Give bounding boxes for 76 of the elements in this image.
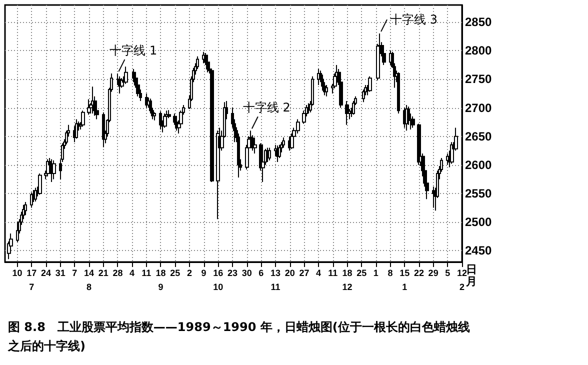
candlestick	[124, 66, 128, 84]
x-tick-label: 5	[445, 268, 450, 278]
candlestick	[163, 113, 167, 128]
x-tick-label: 11	[142, 268, 152, 278]
y-tick-label: 2850	[465, 15, 492, 30]
candlestick	[167, 110, 171, 119]
candlestick	[153, 112, 156, 121]
candlestick	[368, 76, 372, 92]
x-tick-label: 4	[316, 268, 322, 278]
candlestick	[102, 112, 105, 148]
x-tick-label: 18 9	[156, 268, 166, 292]
x-tick-label: 22	[414, 268, 424, 278]
x-tick-label: 29	[428, 268, 438, 278]
candlestick	[145, 93, 148, 108]
x-tick-label: 23	[227, 268, 238, 278]
x-tick-label: 20	[284, 268, 295, 278]
x-tick-label: 4	[130, 268, 135, 278]
y-tick-label: 2500	[465, 215, 492, 230]
x-tick-label: 31	[55, 268, 66, 278]
x-tick-label: 8	[388, 268, 393, 278]
annotation: 十字线 3	[390, 12, 438, 27]
x-tick-label: 11	[328, 268, 338, 278]
x-tick-label: 24	[40, 268, 51, 278]
x-tick-label: 14 8	[84, 268, 94, 292]
candlestick	[34, 187, 37, 202]
y-tick-label: 2650	[465, 129, 492, 144]
x-axis-title: 日月	[466, 263, 477, 288]
x-tick-label: 1	[373, 268, 378, 278]
candlestick	[24, 202, 27, 216]
candlestick	[345, 100, 349, 126]
x-tick-label: 13 11	[270, 268, 281, 292]
annotation: 十字线 2	[242, 100, 290, 115]
candlestick	[278, 144, 281, 159]
candlestick	[321, 74, 324, 92]
x-tick-label: 17 7	[26, 268, 37, 292]
x-tick-label: 16 10	[213, 268, 224, 292]
candlestick	[317, 68, 320, 86]
annotation: 十字线 1	[110, 44, 158, 58]
candlestick	[75, 118, 78, 140]
candlestick	[397, 72, 400, 114]
x-tick-label: 9	[201, 268, 206, 278]
candlestick	[282, 137, 285, 148]
candlestick	[362, 89, 365, 103]
y-tick-label: 2450	[465, 244, 492, 258]
candlestick	[38, 172, 42, 196]
candlestick	[52, 160, 56, 180]
y-tick-label: 2550	[465, 186, 492, 200]
candlestick	[268, 147, 271, 161]
text: 图 8.8 工业股票平均指数——1989～1990 年，日蜡烛图(位于一根长的白色蜡烛线之后的十字线)	[8, 319, 471, 355]
x-tick-label: 21	[98, 268, 108, 278]
x-tick-label: 27	[299, 268, 310, 278]
x-tick-label: 2	[186, 268, 192, 278]
candlestick	[411, 116, 415, 128]
candlestick	[352, 100, 355, 116]
x-tick-label: 7	[72, 268, 78, 278]
candlestick	[454, 127, 458, 152]
x-tick-label: 30	[242, 268, 252, 278]
y-tick-label: 2600	[465, 158, 492, 172]
candlestick	[16, 222, 19, 243]
x-tick-label: 28	[112, 268, 123, 278]
x-tick-label: 25	[170, 268, 180, 278]
x-tick-label: 25	[356, 268, 367, 278]
candlestick	[81, 110, 85, 127]
x-tick-label: 12 2	[456, 268, 468, 292]
y-tick-label: 2800	[465, 44, 492, 58]
x-tick-label: 10	[12, 268, 22, 278]
candlestick	[325, 84, 328, 97]
x-tick-label: 6	[258, 268, 264, 278]
y-tick-label: 2700	[465, 100, 492, 115]
candlestick	[30, 192, 33, 208]
candlestick	[307, 102, 310, 114]
candlestick	[210, 68, 214, 183]
y-tick-label: 2750	[465, 72, 492, 86]
x-tick-label: 15 1	[400, 268, 410, 292]
x-tick-label: 18 12	[342, 268, 352, 292]
candlestick	[446, 152, 449, 166]
